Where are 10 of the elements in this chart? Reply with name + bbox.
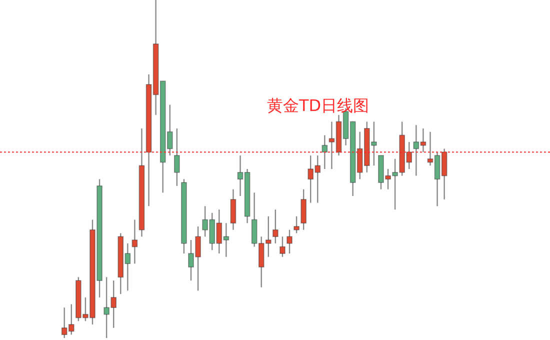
text: 黄金TD日线图: [266, 96, 370, 117]
candlestick: [294, 216, 300, 234]
candlestick: [280, 236, 286, 258]
candlestick: [272, 208, 278, 244]
candlestick: [132, 219, 138, 264]
candlestick: [174, 128, 180, 186]
candlestick: [322, 134, 328, 170]
candlestick: [230, 188, 236, 230]
candlestick: [286, 229, 292, 254]
candlestick: [300, 188, 306, 230]
